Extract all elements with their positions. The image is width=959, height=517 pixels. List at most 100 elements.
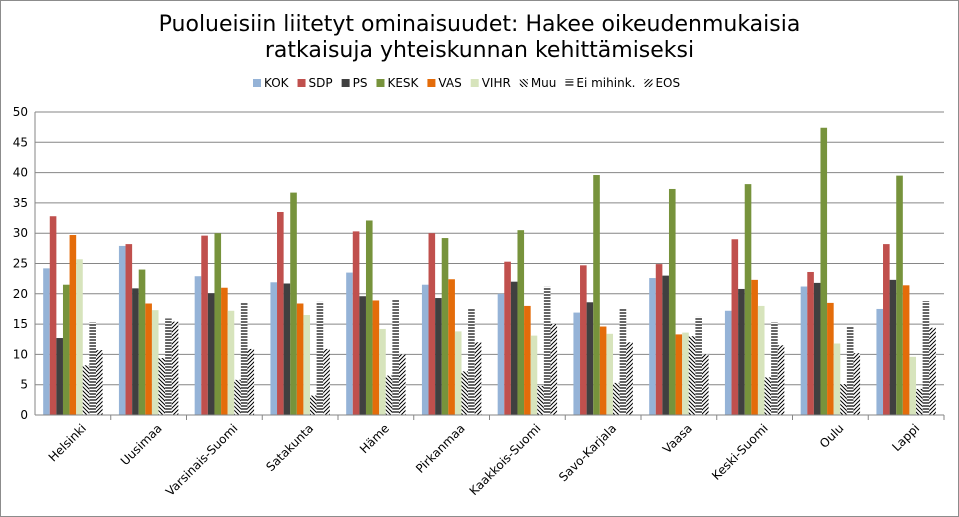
bar-ei-mihink-h-me (392, 299, 399, 415)
y-tick-label: 40 (13, 166, 28, 180)
bar-eos-helsinki (95, 350, 103, 415)
legend-swatch-vas (427, 79, 436, 87)
bar-eos-lappi (929, 327, 936, 415)
legend-label-ei-mihink: Ei mihink. (576, 76, 635, 90)
legend-swatch-ei-mihink (565, 79, 574, 87)
bar-vas-varsinais-suomi (221, 287, 228, 415)
bar-kesk-kaakkois-suomi (517, 230, 525, 415)
legend-swatch-ps (341, 79, 350, 87)
legend-label-eos: EOS (655, 76, 680, 90)
legend-swatch-eos (644, 79, 653, 87)
y-tick-label: 35 (13, 196, 28, 210)
legend-swatch-muu (519, 79, 528, 87)
y-tick-label: 10 (13, 347, 28, 361)
bar-sdp-kaakkois-suomi (504, 261, 511, 415)
bar-kesk-oulu (820, 127, 828, 416)
bar-vas-kaakkois-suomi (524, 305, 531, 415)
bar-muu-satakunta (310, 395, 317, 415)
y-tick-label: 0 (20, 408, 28, 422)
bar-kesk-satakunta (290, 192, 297, 415)
bar-kesk-lappi (896, 175, 903, 415)
bar-muu-h-me (385, 375, 393, 415)
bar-eos-savo-karjala (626, 342, 633, 415)
legend-swatch-sdp (297, 79, 306, 87)
bar-eos-varsinais-suomi (247, 348, 255, 415)
bar-ei-mihink-vaasa (695, 316, 702, 415)
y-tick-label: 20 (13, 287, 28, 301)
legend-label-muu: Muu (531, 76, 557, 90)
bar-sdp-pirkanmaa (428, 233, 436, 415)
bar-kesk-varsinais-suomi (214, 233, 222, 415)
bar-sdp-helsinki (49, 216, 57, 415)
bar-eos-satakunta (323, 348, 330, 415)
bar-muu-varsinais-suomi (234, 379, 241, 415)
bar-ps-kaakkois-suomi (510, 281, 518, 415)
x-category-label: Pirkanmaa (413, 421, 468, 476)
bar-vas-satakunta (296, 303, 304, 415)
legend-swatch-vihr (470, 79, 479, 87)
bar-eos-h-me (398, 354, 406, 415)
bar-vihr-lappi (909, 356, 917, 415)
bar-vas-helsinki (69, 235, 77, 415)
legend-swatch-kesk (376, 79, 385, 87)
x-category-label: Savo-Karjala (556, 421, 619, 484)
x-category-label: Häme (357, 421, 392, 456)
legend-label-ps: PS (353, 76, 368, 90)
bar-kesk-pirkanmaa (441, 238, 449, 415)
bar-ei-mihink-uusimaa (165, 318, 172, 415)
bar-vihr-kaakkois-suomi (530, 335, 538, 415)
chart-title-line2: ratkaisuja yhteiskunnan kehittämiseksi (264, 38, 695, 63)
bar-ps-satakunta (283, 283, 291, 415)
x-category-label: Oulu (817, 421, 847, 451)
bar-muu-savo-karjala (613, 382, 620, 415)
bar-eos-kaakkois-suomi (550, 324, 558, 415)
bar-ps-uusimaa (132, 288, 139, 415)
bar-vihr-satakunta (303, 315, 311, 415)
bar-kok-vaasa (649, 278, 656, 415)
bar-kok-uusimaa (118, 245, 126, 415)
bar-vihr-varsinais-suomi (227, 310, 235, 415)
legend-label-vas: VAS (438, 76, 461, 90)
bar-sdp-lappi (883, 244, 890, 415)
bar-vihr-h-me (379, 328, 386, 415)
bar-ps-h-me (359, 296, 366, 415)
bar-sdp-keski-suomi (731, 239, 739, 415)
bar-muu-uusimaa (158, 358, 166, 415)
bar-muu-keski-suomi (764, 377, 772, 415)
bar-sdp-uusimaa (125, 244, 133, 415)
legend-label-kesk: KESK (387, 76, 419, 90)
legend: KOK SDP PS KESK VAS VIHR Muu Ei mihink. EOS (253, 76, 680, 90)
bar-kok-pirkanmaa (421, 284, 429, 415)
bar-vas-savo-karjala (599, 326, 607, 415)
bar-ei-mihink-oulu (846, 326, 854, 415)
bar-ei-mihink-lappi (922, 301, 930, 415)
x-category-label: Vaasa (660, 421, 695, 456)
bar-sdp-varsinais-suomi (201, 235, 208, 415)
bar-ei-mihink-helsinki (89, 322, 96, 415)
bar-vas-keski-suomi (751, 279, 758, 415)
bar-muu-helsinki (82, 365, 90, 415)
bar-eos-oulu (853, 353, 861, 415)
bar-ei-mihink-kaakkois-suomi (543, 286, 551, 415)
bar-kok-keski-suomi (724, 310, 732, 415)
bar-muu-vaasa (688, 336, 696, 415)
x-category-label: Keski-Suomi (709, 421, 771, 483)
bar-ps-helsinki (56, 338, 63, 415)
bar-eos-uusimaa (171, 321, 179, 415)
bar-ps-lappi (889, 279, 897, 415)
bar-kesk-uusimaa (138, 269, 146, 415)
bar-kok-lappi (876, 308, 884, 415)
axes (34, 112, 945, 420)
x-category-label: Uusimaa (118, 421, 165, 468)
bar-kesk-keski-suomi (744, 184, 752, 415)
y-tick-label: 50 (13, 105, 28, 119)
bar-vihr-oulu (833, 343, 841, 415)
bar-ps-vaasa (662, 275, 669, 415)
legend-label-sdp: SDP (309, 76, 333, 90)
bar-vihr-vaasa (682, 332, 689, 415)
bar-vihr-savo-karjala (606, 333, 614, 415)
bar-kesk-h-me (365, 220, 373, 415)
